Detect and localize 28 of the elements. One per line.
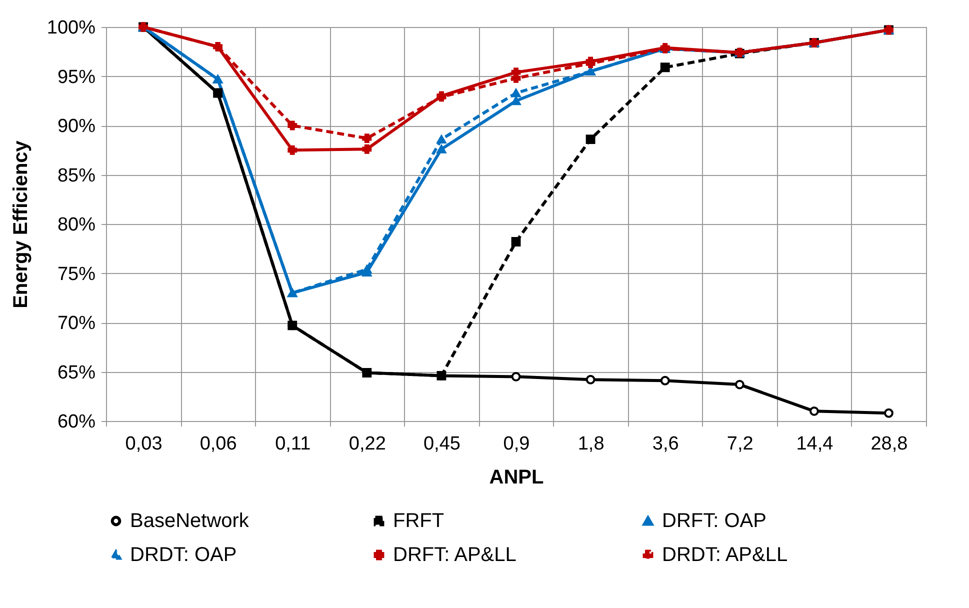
x-tick-label: 0,22	[348, 434, 386, 454]
y-tick-label: 65%	[57, 362, 96, 384]
x-tick-label: 0,03	[125, 434, 162, 454]
legend-label: DRDT: AP&LL	[662, 544, 788, 566]
y-tick-label: 85%	[57, 165, 96, 186]
y-tick-label: 90%	[57, 116, 96, 137]
x-tick-label: 0,11	[275, 434, 311, 454]
legend-label: DRFT: AP&LL	[393, 544, 516, 566]
legend-label: DRDT: OAP	[130, 544, 237, 566]
y-tick-label: 80%	[57, 214, 96, 236]
y-tick-label: 70%	[57, 313, 96, 334]
x-tick-label: 3,6	[652, 434, 679, 454]
x-axis-title: ANPL	[489, 466, 544, 488]
legend-label: DRFT: OAP	[662, 510, 766, 532]
y-axis-title: Energy Efficiency	[10, 140, 32, 308]
y-tick-label: 60%	[57, 412, 96, 432]
x-tick-label: 14,4	[796, 434, 834, 454]
x-tick-label: 0,9	[503, 434, 530, 454]
legend-label: FRFT	[393, 510, 444, 532]
x-tick-label: 0,06	[200, 434, 237, 454]
x-tick-label: 7,2	[726, 434, 754, 454]
y-tick-label: 95%	[57, 66, 96, 88]
x-tick-label: 28,8	[870, 434, 908, 454]
y-tick-label: 100%	[46, 18, 96, 38]
legend-label: BaseNetwork	[130, 510, 250, 532]
x-tick-label: 1,8	[578, 434, 604, 454]
x-tick-label: 0,45	[423, 434, 460, 454]
y-tick-label: 75%	[57, 264, 96, 285]
